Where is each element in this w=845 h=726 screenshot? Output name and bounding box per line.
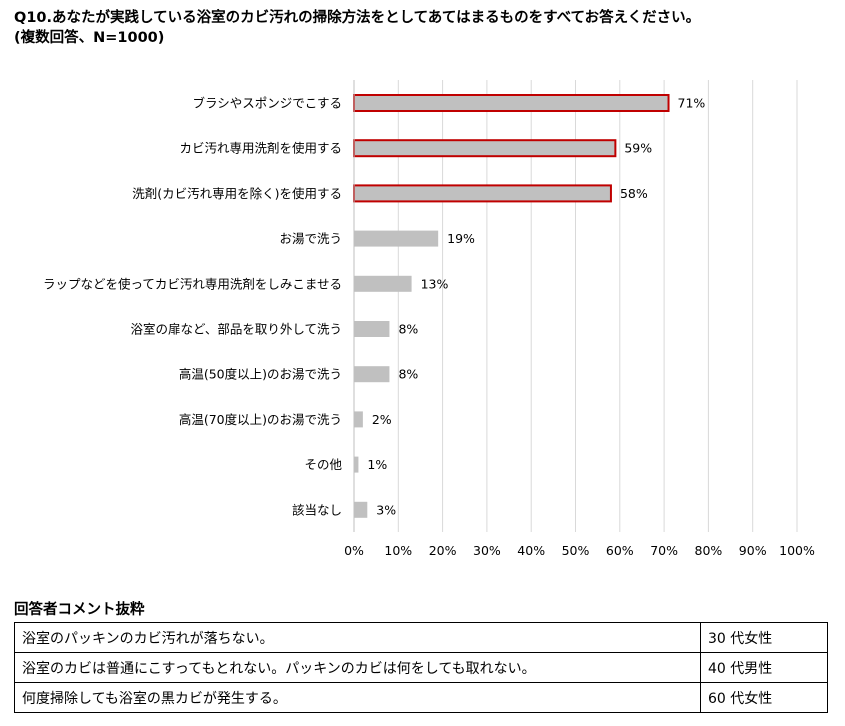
bar (354, 366, 390, 383)
category-label: 洗剤(カビ汚れ専用を除く)を使用する (132, 186, 342, 201)
data-label: 8% (398, 322, 418, 337)
bar (354, 456, 359, 473)
title-line-2: (複数回答、N=1000) (14, 30, 165, 46)
data-label: 1% (367, 457, 387, 472)
data-label: 3% (376, 502, 396, 517)
bar (354, 321, 390, 337)
data-label: 59% (624, 141, 652, 156)
data-label: 13% (421, 276, 449, 291)
category-label: 該当なし (292, 502, 342, 517)
comment-text: 浴室のパッキンのカビ汚れが落ちない。 (14, 622, 701, 653)
comment-age: 60 代女性 (700, 682, 828, 713)
data-label: 8% (398, 367, 418, 382)
title-line-1: Q10.あなたが実践している浴室のカビ汚れの掃除方法をとしてあてはまるものをすべ… (14, 10, 701, 26)
comment-text: 浴室のカビは普通にこすってもとれない。パッキンのカビは何をしても取れない。 (14, 652, 701, 683)
comment-age: 30 代女性 (700, 622, 828, 653)
bar (353, 94, 670, 112)
x-tick-label: 10% (384, 543, 412, 558)
bar (354, 275, 412, 292)
data-label: 19% (447, 231, 475, 246)
comment-row: 何度掃除しても浴室の黒カビが発生する。 60 代女性 (14, 682, 828, 713)
category-label: カビ汚れ専用洗剤を使用する (179, 141, 342, 156)
x-tick-label: 40% (517, 543, 545, 558)
bar (354, 411, 363, 428)
bar (353, 184, 612, 203)
x-tick-label: 0% (344, 543, 364, 558)
comments-heading: 回答者コメント抜粋 (14, 602, 145, 618)
chart-title: Q10.あなたが実践している浴室のカビ汚れの掃除方法をとしてあてはまるものをすべ… (14, 8, 700, 48)
x-tick-label: 20% (429, 543, 457, 558)
category-label: 浴室の扉など、部品を取り外して洗う (130, 322, 342, 337)
comment-row: 浴室のカビは普通にこすってもとれない。パッキンのカビは何をしても取れない。 40… (14, 652, 828, 683)
category-label: ラップなどを使ってカビ汚れ専用洗剤をしみこませる (43, 276, 342, 291)
comments-table: 浴室のパッキンのカビ汚れが落ちない。 30 代女性 浴室のカビは普通にこすっても… (14, 622, 828, 713)
x-tick-label: 50% (562, 543, 590, 558)
bar (354, 230, 439, 247)
x-tick-label: 70% (650, 543, 678, 558)
data-label: 2% (372, 412, 392, 427)
data-label: 71% (678, 96, 706, 111)
category-label: 高温(70度以上)のお湯で洗う (179, 412, 342, 427)
x-tick-label: 80% (695, 543, 723, 558)
x-tick-label: 60% (606, 543, 634, 558)
category-label: 高温(50度以上)のお湯で洗う (179, 367, 342, 382)
x-tick-label: 90% (739, 543, 767, 558)
data-label: 58% (620, 186, 648, 201)
bar (354, 501, 368, 518)
bar (353, 139, 617, 158)
comment-text: 何度掃除しても浴室の黒カビが発生する。 (14, 682, 701, 713)
category-label: その他 (304, 457, 342, 472)
bar-chart: 0% 10% 20% 30% 40% 50% 60% 70% 80% 90% 100% ブラシやスポン… (43, 80, 815, 558)
comment-age: 40 代男性 (700, 652, 828, 683)
category-label: ブラシやスポンジでこする (192, 96, 342, 111)
x-tick-label: 30% (473, 543, 501, 558)
category-label: お湯で洗う (279, 231, 342, 246)
x-tick-label: 100% (779, 543, 815, 558)
comment-row: 浴室のパッキンのカビ汚れが落ちない。 30 代女性 (14, 622, 828, 653)
